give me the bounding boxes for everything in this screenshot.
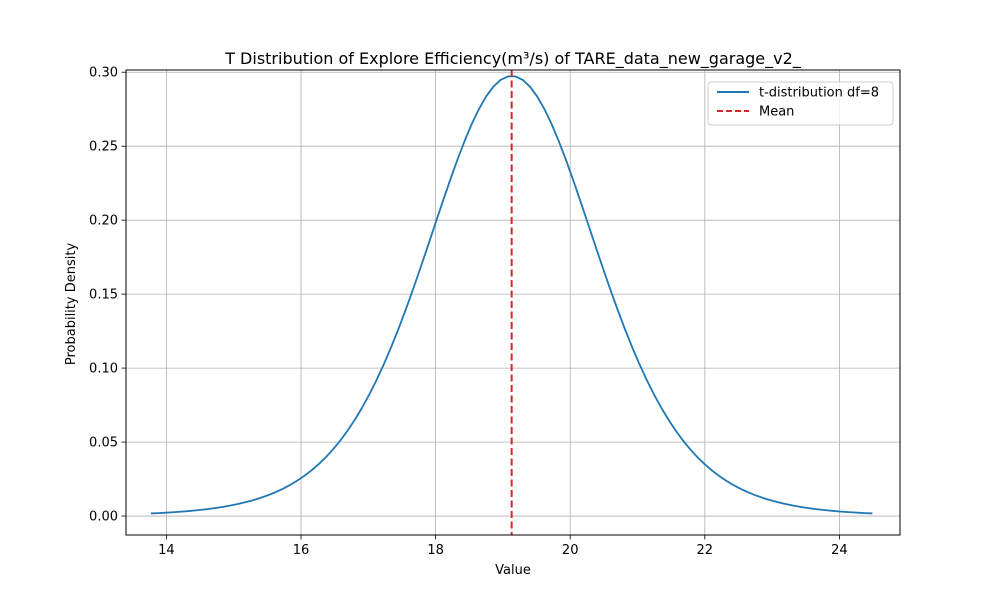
- y-tick-label: 0.00: [89, 510, 118, 525]
- x-axis-label: Value: [495, 563, 531, 578]
- y-tick-label: 0.10: [89, 362, 118, 377]
- axes-frame: [125, 69, 901, 536]
- legend-label-mean: Mean: [759, 105, 794, 120]
- chart-title: T Distribution of Explore Efficiency(m³/…: [224, 49, 802, 69]
- y-tick-label: 0.25: [89, 140, 118, 155]
- y-tick-label: 0.15: [89, 288, 118, 303]
- x-tick-label: 20: [562, 543, 579, 558]
- legend: t-distribution df=8 Mean: [707, 81, 894, 126]
- x-tick-label: 24: [831, 543, 848, 558]
- legend-label-t-distribution: t-distribution df=8: [759, 86, 879, 101]
- x-tick-label: 22: [697, 543, 714, 558]
- x-tick-label: 18: [427, 543, 444, 558]
- x-tick-label: 14: [158, 543, 175, 558]
- y-tick-label: 0.05: [89, 436, 118, 451]
- legend-box: [707, 81, 894, 126]
- x-tick-label: 16: [293, 543, 310, 558]
- grid: [126, 70, 900, 535]
- plot-area: [150, 70, 873, 535]
- y-tick-label: 0.20: [89, 214, 118, 229]
- y-axis-label: Probability Density: [64, 243, 79, 366]
- y-tick-label: 0.30: [89, 66, 118, 81]
- ticks: 14 16 18 20 22 24 0.00 0.05 0.10 0.15 0.20 0.25 0.30: [89, 66, 848, 558]
